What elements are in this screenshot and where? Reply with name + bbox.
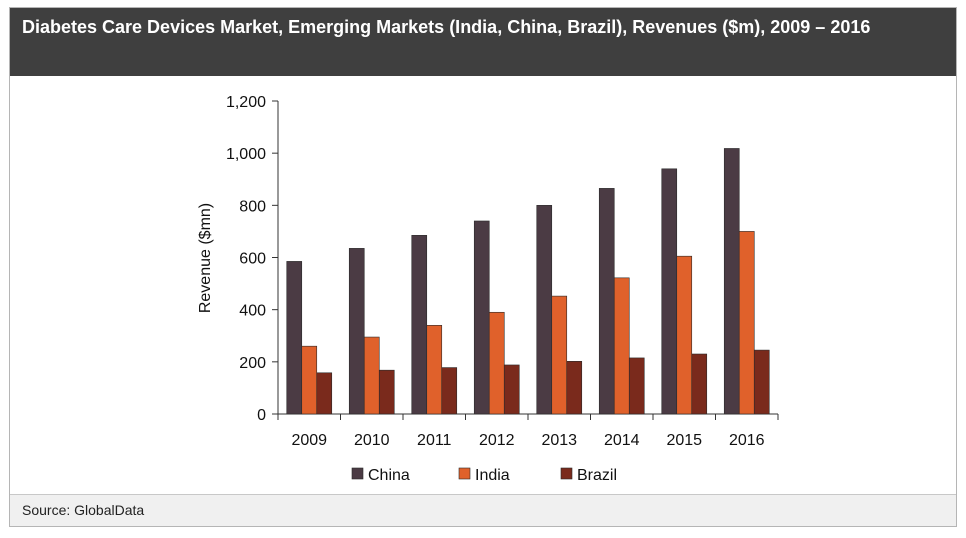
- x-tick-label: 2014: [604, 432, 640, 449]
- bar-india-2016: [738, 231, 755, 415]
- chart-frame: Diabetes Care Devices Market, Emerging M…: [9, 7, 957, 527]
- y-tick-label: 200: [239, 355, 266, 372]
- bar-india-2012: [488, 311, 505, 415]
- bar-brazil-2016: [753, 349, 770, 415]
- y-tick-label: 800: [239, 198, 266, 215]
- bar-china-2012: [473, 220, 490, 415]
- bar-china-2013: [536, 205, 553, 415]
- bar-india-2010: [363, 336, 380, 415]
- x-tick-label: 2011: [417, 432, 452, 449]
- x-tick-label: 2009: [291, 432, 327, 449]
- bar-china-2016: [723, 148, 740, 415]
- y-axis: 0 200 400 600 800 1,000 1,200: [226, 94, 279, 424]
- x-tick-label: 2013: [541, 432, 577, 449]
- y-tick-label: 600: [239, 251, 266, 268]
- y-tick-label: 0: [257, 407, 266, 424]
- legend-label-india: India: [475, 467, 510, 484]
- chart-title: Diabetes Care Devices Market, Emerging M…: [10, 8, 956, 76]
- bar-india-2013: [551, 295, 568, 415]
- legend-swatch-india: [458, 467, 471, 480]
- bar-brazil-2015: [691, 353, 708, 415]
- bar-brazil-2009: [316, 372, 333, 415]
- legend-label-brazil: Brazil: [577, 467, 617, 484]
- bar-china-2014: [598, 188, 615, 415]
- bars: [286, 148, 770, 415]
- source-note: Source: GlobalData: [10, 494, 956, 526]
- bar-china-2015: [661, 168, 678, 415]
- bar-india-2015: [676, 255, 693, 415]
- bar-india-2009: [301, 345, 318, 415]
- y-axis-title: Revenue ($mn): [197, 203, 214, 313]
- x-tick-label: 2016: [729, 432, 765, 449]
- bar-china-2011: [411, 235, 428, 415]
- bar-india-2011: [426, 325, 443, 415]
- x-tick-label: 2010: [354, 432, 390, 449]
- x-axis: 2009 2010 2011 2012 2013 2014 2015 2016: [277, 413, 779, 449]
- bar-china-2009: [286, 261, 303, 415]
- y-tick-label: 400: [239, 303, 266, 320]
- bar-india-2014: [613, 277, 630, 415]
- bar-brazil-2011: [441, 367, 458, 415]
- bar-brazil-2014: [628, 357, 645, 415]
- legend-swatch-china: [351, 467, 364, 480]
- x-tick-label: 2015: [666, 432, 702, 449]
- bar-brazil-2010: [378, 369, 395, 415]
- bar-china-2010: [348, 248, 365, 415]
- legend: China India Brazil: [351, 467, 617, 484]
- y-tick-label: 1,200: [226, 94, 266, 111]
- legend-swatch-brazil: [560, 467, 573, 480]
- bar-brazil-2013: [566, 361, 583, 415]
- x-tick-label: 2012: [479, 432, 515, 449]
- legend-label-china: China: [368, 467, 410, 484]
- bar-brazil-2012: [503, 364, 520, 415]
- y-tick-label: 1,000: [226, 146, 266, 163]
